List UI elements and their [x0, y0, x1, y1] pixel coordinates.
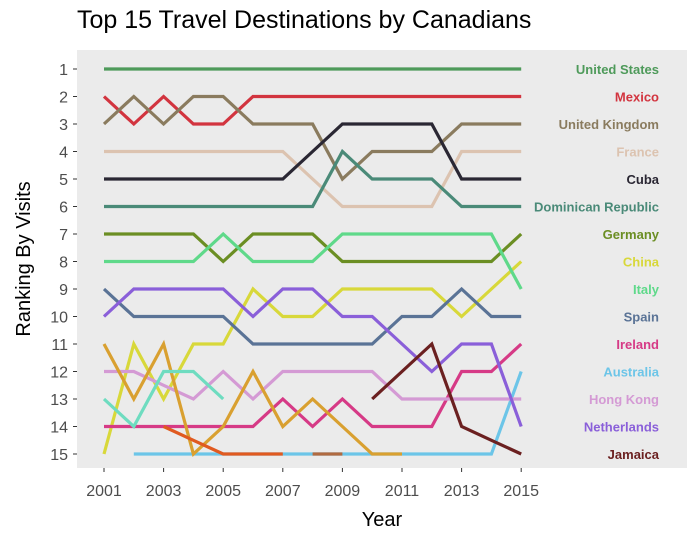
x-tick-label: 2009 [325, 483, 361, 500]
legend-label: Netherlands [584, 420, 659, 435]
x-tick-label: 2007 [265, 483, 301, 500]
y-tick-label: 14 [50, 420, 68, 437]
y-tick-label: 7 [59, 227, 68, 244]
x-tick-label: 2013 [444, 483, 480, 500]
series-lines [102, 67, 523, 457]
series-line [371, 341, 522, 456]
y-tick-label: 1 [59, 62, 68, 79]
x-tick-label: 2015 [503, 483, 539, 500]
series-line [104, 148, 522, 209]
y-tick-label: 12 [50, 365, 68, 382]
y-tick-label: 6 [59, 200, 68, 217]
legend-label: Jamaica [608, 447, 660, 462]
series-line [102, 339, 402, 457]
y-tick-label: 4 [59, 145, 68, 162]
legend-label: Dominican Republic [534, 200, 659, 215]
legend-label: Hong Kong [589, 392, 659, 407]
y-tick-label: 9 [59, 282, 68, 299]
series-line [104, 149, 522, 209]
x-tick-label: 2011 [385, 483, 420, 500]
series-line [104, 231, 523, 290]
y-tick-label: 5 [59, 172, 68, 189]
legend-label: Germany [603, 227, 660, 242]
y-tick-label: 8 [59, 255, 68, 272]
legend-label: China [623, 255, 660, 270]
legend-label: Mexico [615, 90, 659, 105]
series-line [102, 94, 522, 127]
y-tick-label: 15 [50, 447, 68, 464]
legend-label: United States [576, 62, 659, 77]
series-line [104, 232, 523, 264]
legend-label: Cuba [627, 172, 660, 187]
series-line [102, 369, 225, 430]
series-line [102, 287, 523, 428]
series-line [104, 122, 522, 181]
x-axis: 2001 2003 2005 2007 2009 2011 2013 2015 [86, 468, 539, 500]
series-line [104, 342, 523, 429]
legend-label: Ireland [616, 337, 659, 352]
x-tick-label: 2001 [86, 483, 122, 500]
y-tick-label: 3 [59, 117, 68, 134]
y-tick-label: 13 [50, 392, 68, 409]
y-tick-label: 2 [59, 90, 68, 107]
series-line [162, 425, 283, 456]
y-tick-label: 11 [51, 337, 68, 354]
legend-label: France [616, 145, 659, 160]
legend-label: Spain [624, 310, 659, 325]
legend-label: Australia [603, 365, 659, 380]
y-tick-label: 10 [50, 310, 68, 327]
x-tick-label: 2005 [205, 483, 241, 500]
x-tick-label: 2003 [146, 483, 182, 500]
legend-label: Italy [633, 282, 660, 297]
y-axis-title: Ranking By Visits [13, 181, 35, 336]
chart-title: Top 15 Travel Destinations by Canadians [77, 6, 532, 34]
x-axis-title: Year [362, 509, 403, 531]
series-line [102, 94, 522, 182]
legend-label: United Kingdom [559, 117, 659, 132]
series-line [102, 286, 522, 346]
legend: United States Mexico United Kingdom France C… [534, 62, 660, 462]
